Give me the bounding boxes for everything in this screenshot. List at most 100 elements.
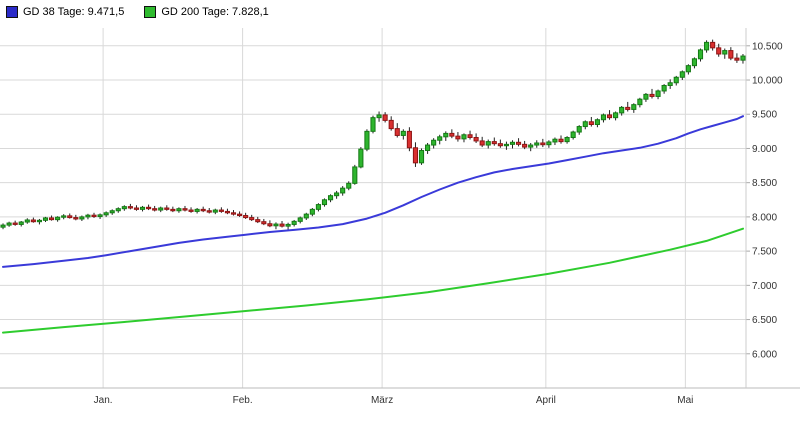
candle-up	[297, 217, 303, 222]
candle-down	[224, 210, 231, 214]
y-axis-label: 10.000	[752, 76, 783, 87]
candle-down	[388, 119, 394, 130]
candle-up	[570, 131, 576, 139]
candle-down	[12, 222, 18, 225]
candle-up	[340, 187, 346, 194]
candle-down	[606, 114, 613, 119]
candle-up	[552, 138, 558, 143]
candle-up	[303, 213, 309, 219]
candle-up	[655, 90, 661, 97]
candle-up	[176, 208, 182, 212]
candle-down	[412, 147, 419, 164]
candle-up	[42, 217, 49, 221]
y-axis-label: 6.500	[752, 315, 777, 326]
candle-up	[546, 141, 552, 146]
candle-down	[230, 212, 237, 215]
candle-down	[249, 217, 255, 221]
candle-up	[600, 114, 607, 121]
candle-up	[418, 150, 425, 164]
candle-down	[206, 210, 212, 213]
candle-down	[170, 208, 176, 212]
candle-up	[564, 137, 570, 143]
candle-up	[0, 224, 6, 228]
candle-up	[103, 212, 109, 216]
candle-up	[273, 223, 279, 227]
candle-down	[30, 219, 36, 223]
x-axis-label: Mai	[677, 395, 693, 406]
candle-down	[127, 206, 133, 209]
candle-up	[158, 207, 164, 211]
chart-legend: GD 38 Tage: 9.471,5 GD 200 Tage: 7.828,1	[6, 6, 269, 18]
candle-down	[728, 50, 734, 59]
candle-down	[473, 137, 479, 142]
candle-up	[740, 55, 746, 61]
candle-up	[364, 130, 370, 150]
y-axis-label: 8.000	[752, 212, 777, 223]
candle-down	[261, 221, 267, 225]
candle-down	[522, 143, 528, 148]
candle-up	[697, 49, 704, 60]
gd38-line	[2, 115, 744, 268]
candle-up	[528, 144, 534, 148]
candle-down	[152, 208, 158, 211]
candle-up	[534, 142, 540, 146]
y-axis-label: 8.500	[752, 178, 777, 189]
candle-up	[24, 219, 30, 223]
candle-down	[267, 223, 273, 227]
candle-up	[352, 166, 358, 184]
candle-down	[588, 121, 594, 126]
y-axis-label: 6.000	[752, 349, 777, 360]
x-axis-label: Feb.	[233, 395, 253, 406]
candle-down	[649, 93, 655, 97]
gd38-swatch	[6, 6, 18, 18]
candle-up	[509, 141, 516, 145]
candle-up	[109, 210, 115, 214]
candle-down	[710, 41, 716, 49]
candle-down	[67, 215, 73, 219]
candle-up	[661, 84, 667, 92]
candle-up	[79, 216, 85, 220]
candle-up	[679, 71, 685, 78]
candle-down	[218, 209, 224, 212]
candle-up	[431, 139, 437, 146]
candle-down	[558, 138, 564, 143]
candle-down	[515, 141, 522, 145]
candle-up	[619, 106, 625, 114]
candle-down	[164, 207, 170, 210]
y-axis-label: 9.000	[752, 144, 777, 155]
candle-up	[643, 93, 649, 100]
candle-down	[540, 142, 546, 146]
candle-down	[406, 130, 412, 149]
candle-up	[346, 182, 352, 189]
candle-down	[200, 208, 206, 212]
y-axis-label: 9.500	[752, 110, 777, 121]
candle-down	[133, 207, 140, 210]
candle-down	[73, 217, 79, 220]
candle-up	[400, 130, 406, 136]
candle-up	[327, 195, 334, 201]
y-axis-label: 7.000	[752, 281, 777, 292]
candle-up	[685, 65, 691, 73]
candle-up	[443, 132, 449, 138]
candle-up	[334, 192, 340, 197]
candle-up	[97, 214, 103, 218]
candle-up	[613, 112, 619, 119]
candle-down	[48, 217, 55, 221]
candle-up	[55, 216, 61, 221]
gd38-label: GD 38 Tage: 9.471,5	[23, 6, 125, 18]
candle-down	[716, 47, 722, 55]
candle-up	[61, 215, 67, 218]
candle-up	[18, 221, 24, 225]
candle-down	[479, 140, 485, 146]
y-axis-label: 7.500	[752, 247, 777, 258]
candle-up	[212, 209, 218, 213]
gd200-line	[2, 227, 744, 334]
legend-item-gd200: GD 200 Tage: 7.828,1	[144, 6, 269, 18]
candle-down	[449, 132, 455, 137]
candle-up	[121, 206, 127, 210]
candle-down	[394, 128, 400, 136]
candle-up	[722, 50, 728, 55]
candle-up	[637, 98, 643, 106]
legend-item-gd38: GD 38 Tage: 9.471,5	[6, 6, 124, 18]
